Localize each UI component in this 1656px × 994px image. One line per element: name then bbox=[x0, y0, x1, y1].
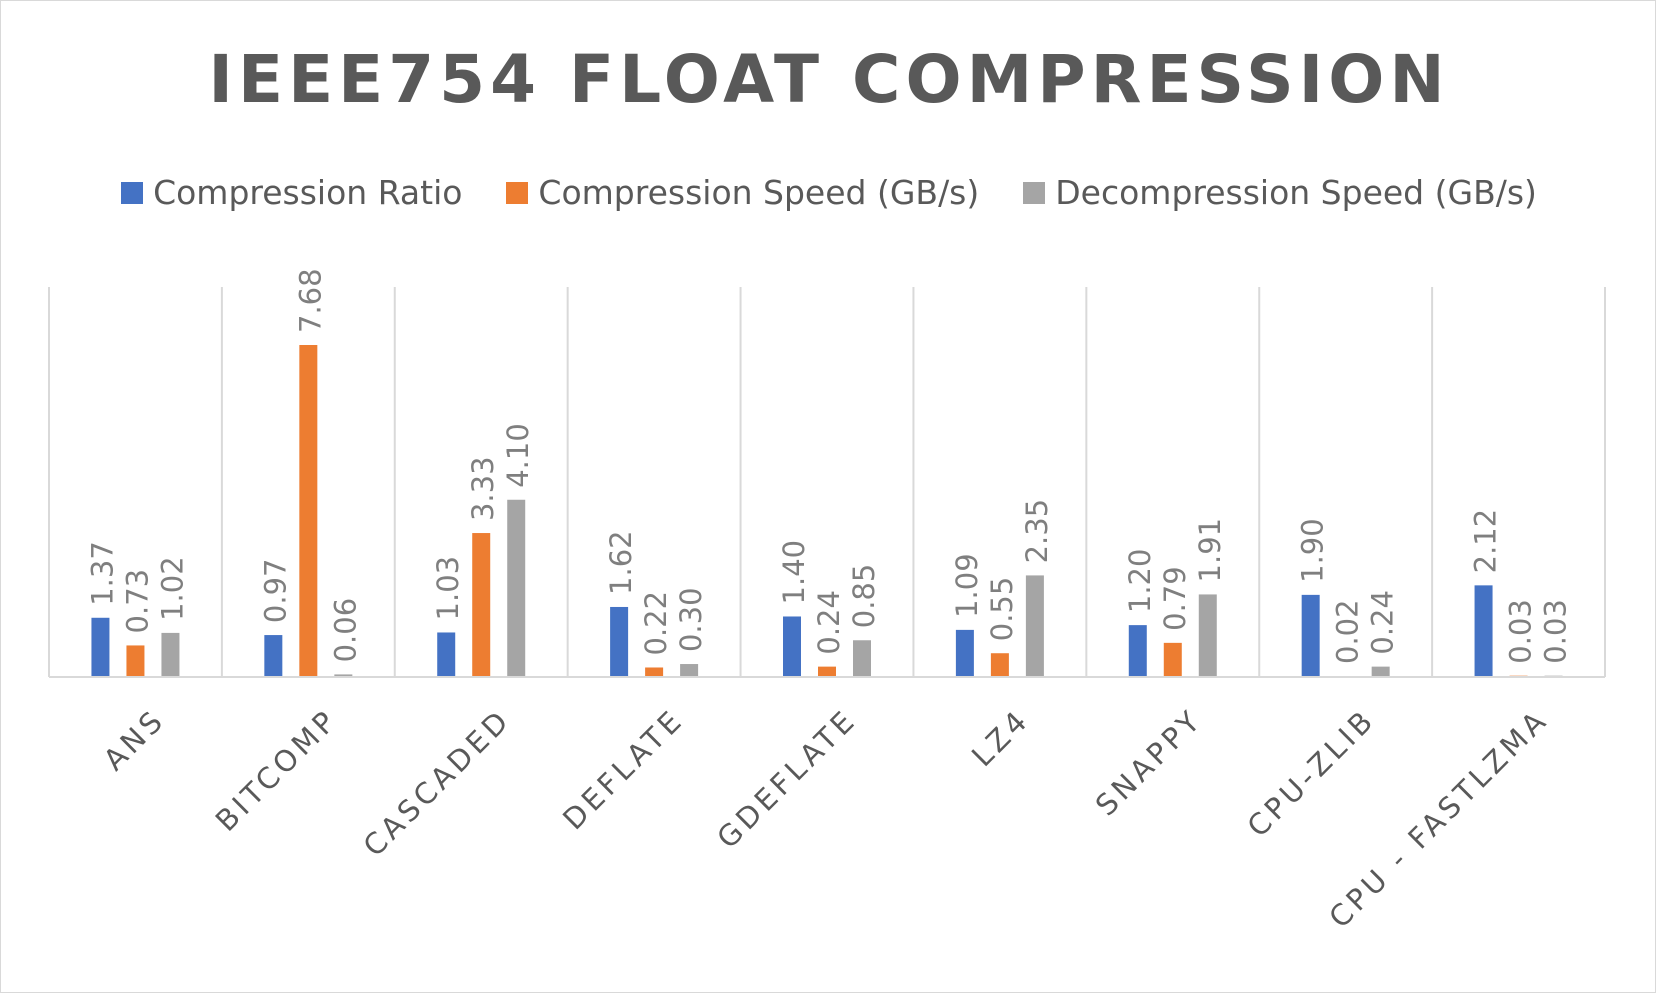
bar-cpu-fastlzma-series-1 bbox=[1474, 585, 1493, 677]
bar-bitcomp-series-2 bbox=[299, 345, 318, 677]
bar-lz4-series-3 bbox=[1025, 575, 1044, 677]
chart-title: IEEE754 FLOAT COMPRESSION bbox=[208, 41, 1450, 118]
data-label: 1.03 bbox=[431, 556, 465, 621]
legend-item-decompression-speed: Decompression Speed (GB/s) bbox=[1023, 173, 1537, 212]
data-label: 0.06 bbox=[328, 598, 362, 663]
legend-item-compression-ratio: Compression Ratio bbox=[121, 173, 462, 212]
bar-snappy-series-1 bbox=[1128, 625, 1147, 677]
legend-label-compression-speed: Compression Speed (GB/s) bbox=[538, 173, 980, 212]
legend-swatch-compression-speed bbox=[506, 181, 529, 204]
bar-ans-series-3 bbox=[161, 632, 180, 677]
bar-cpu-zlib-series-3 bbox=[1371, 666, 1390, 677]
data-label: 1.90 bbox=[1296, 518, 1330, 583]
data-label: 3.33 bbox=[466, 456, 500, 521]
bar-snappy-series-2 bbox=[1163, 642, 1182, 677]
bar-cascaded-series-2 bbox=[472, 533, 491, 677]
data-label: 1.62 bbox=[604, 530, 638, 595]
bar-gdeflate-series-1 bbox=[783, 616, 801, 677]
legend: Compression Ratio Compression Speed (GB/… bbox=[1, 173, 1656, 212]
data-label: 0.03 bbox=[1504, 599, 1538, 664]
x-tick-label: CPU-ZLIB bbox=[1241, 702, 1382, 843]
data-label: 4.10 bbox=[501, 423, 535, 488]
bar-cpu-zlib-series-1 bbox=[1301, 594, 1320, 677]
legend-label-decompression-speed: Decompression Speed (GB/s) bbox=[1055, 173, 1537, 212]
bar-snappy-series-3 bbox=[1198, 594, 1217, 677]
data-label: 1.20 bbox=[1123, 549, 1157, 614]
legend-item-compression-speed: Compression Speed (GB/s) bbox=[506, 173, 979, 212]
data-label: 1.09 bbox=[950, 553, 984, 618]
bar-lz4-series-2 bbox=[990, 653, 1009, 677]
bar-bitcomp-series-3 bbox=[334, 674, 353, 677]
data-label: 0.03 bbox=[1539, 599, 1573, 664]
bar-gdeflate-series-2 bbox=[818, 666, 836, 677]
legend-swatch-decompression-speed bbox=[1023, 181, 1046, 204]
legend-label-compression-ratio: Compression Ratio bbox=[153, 173, 463, 212]
data-label: 1.40 bbox=[777, 540, 811, 605]
data-label: 2.12 bbox=[1469, 509, 1503, 574]
bar-cascaded-series-1 bbox=[437, 632, 456, 677]
data-label: 0.22 bbox=[639, 591, 673, 656]
data-label: 0.02 bbox=[1331, 599, 1365, 664]
bar-ans-series-1 bbox=[91, 617, 110, 677]
x-tick-label: ANS bbox=[97, 702, 172, 777]
data-label: 0.24 bbox=[812, 590, 846, 655]
bar-gdeflate-series-3 bbox=[853, 640, 871, 677]
x-tick-label: BITCOMP bbox=[209, 702, 345, 838]
x-tick-label: DEFLATE bbox=[556, 702, 690, 836]
data-label: 0.79 bbox=[1158, 566, 1192, 631]
x-tick-label: CASCADED bbox=[357, 702, 518, 863]
data-label: 1.37 bbox=[85, 541, 119, 606]
data-label: 0.30 bbox=[674, 587, 708, 652]
data-label: 1.91 bbox=[1193, 518, 1227, 583]
bar-bitcomp-series-1 bbox=[264, 635, 283, 677]
x-tick-label: LZ4 bbox=[965, 702, 1036, 773]
x-tick-label: GDEFLATE bbox=[710, 702, 863, 855]
data-label: 0.55 bbox=[985, 577, 1019, 642]
data-label: 0.85 bbox=[847, 564, 881, 629]
legend-swatch-compression-ratio bbox=[121, 181, 144, 204]
bar-ans-series-2 bbox=[126, 645, 145, 677]
bar-cascaded-series-3 bbox=[507, 499, 526, 677]
bar-deflate-series-2 bbox=[645, 667, 664, 677]
data-label: 1.02 bbox=[155, 556, 189, 621]
data-label: 2.35 bbox=[1020, 499, 1054, 564]
bar-lz4-series-1 bbox=[955, 629, 974, 677]
data-label: 7.68 bbox=[293, 268, 327, 333]
bar-deflate-series-1 bbox=[610, 606, 629, 677]
data-label: 0.73 bbox=[120, 569, 154, 634]
bar-deflate-series-3 bbox=[680, 664, 699, 677]
x-tick-label: SNAPPY bbox=[1089, 702, 1209, 822]
data-label: 0.97 bbox=[258, 558, 292, 623]
data-label: 0.24 bbox=[1366, 590, 1400, 655]
